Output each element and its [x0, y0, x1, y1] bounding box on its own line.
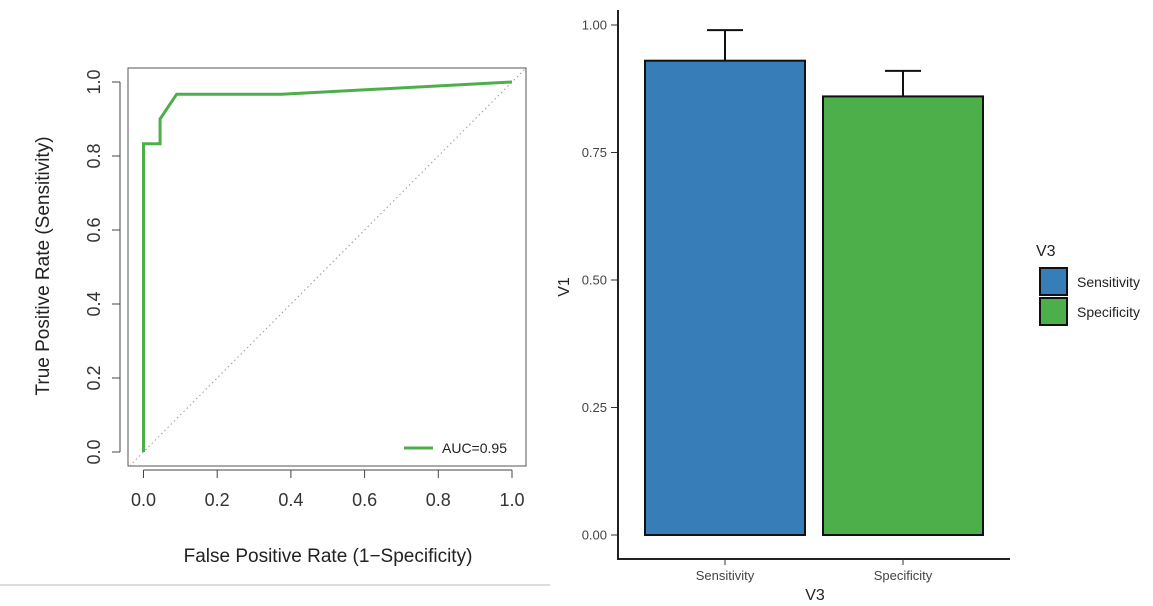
legend-label-sensitivity: Sensitivity [1077, 274, 1140, 290]
legend-label-specificity: Specificity [1077, 304, 1140, 320]
bar-y-tick-label: 1.00 [582, 18, 607, 33]
bar-specificity [822, 95, 984, 537]
bar-y-tick-label: 0.50 [582, 273, 607, 288]
bar-x-tick-label-sensitivity: Sensitivity [696, 568, 755, 583]
roc-x-axis-label: False Positive Rate (1−Specificity) [184, 546, 473, 567]
roc-x-tick-label: 0.4 [278, 490, 303, 510]
roc-y-tick-label: 0.2 [84, 365, 104, 390]
bar-y-tick-label: 0.75 [582, 145, 607, 160]
roc-chart: 0.0 0.2 0.4 0.6 0.8 1.0 0.0 0.2 0.4 0.6 0.8 1.0 Fal… [0, 67, 550, 586]
legend-swatch-specificity [1039, 297, 1068, 326]
roc-y-tick-label: 0.8 [84, 143, 104, 168]
roc-y-tick-label: 0.0 [84, 439, 104, 464]
bar-y-tick-label: 0.00 [582, 528, 607, 543]
roc-x-tick-label: 0.6 [352, 490, 377, 510]
roc-y-tick-label: 1.0 [84, 69, 104, 94]
roc-legend-label: AUC=0.95 [442, 440, 507, 456]
bar-y-tick-label: 0.25 [582, 400, 607, 415]
bar-sensitivity [644, 59, 806, 536]
bar-legend-title: V3 [1036, 243, 1056, 260]
legend-swatch-sensitivity [1039, 267, 1068, 296]
roc-x-tick-label: 1.0 [499, 490, 524, 510]
roc-reference-diagonal [129, 67, 527, 467]
roc-x-tick-label: 0.8 [426, 490, 451, 510]
roc-x-tick-label: 0.0 [131, 490, 156, 510]
roc-y-axis-label: True Positive Rate (Sensitivity) [33, 136, 54, 395]
roc-y-tick-label: 0.4 [84, 291, 104, 316]
roc-curve-line [142, 80, 513, 452]
bar-x-tick-label-specificity: Specificity [874, 568, 933, 583]
roc-y-tick-label: 0.6 [84, 217, 104, 242]
roc-x-tick-label: 0.2 [205, 490, 230, 510]
roc-plot-frame [127, 67, 527, 467]
bar-x-axis-label: V3 [805, 587, 825, 604]
